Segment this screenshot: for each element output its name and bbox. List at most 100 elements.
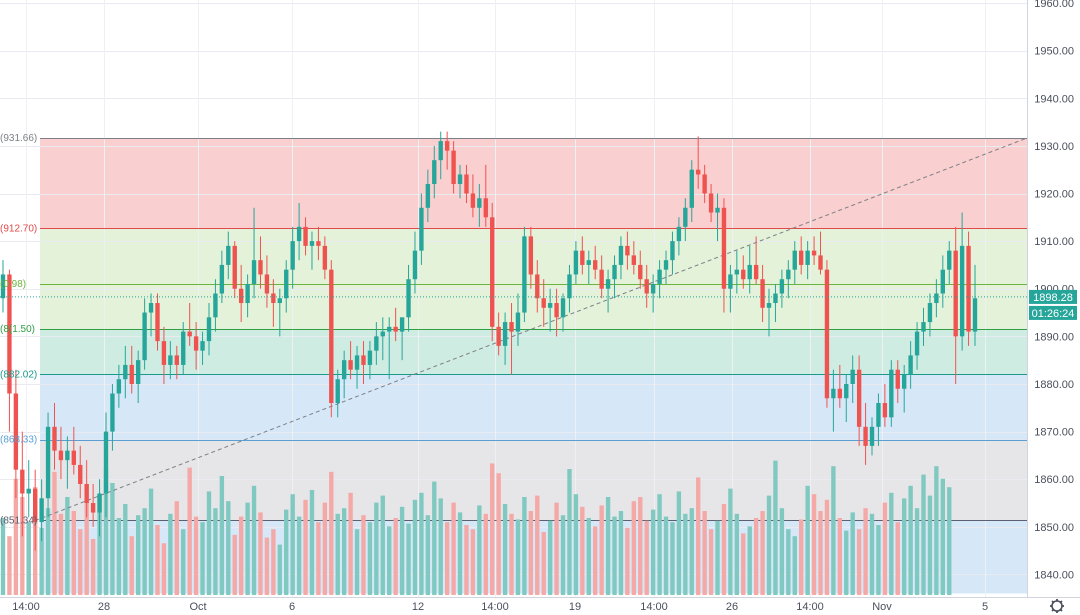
candle-body xyxy=(451,150,456,184)
candle xyxy=(908,341,913,389)
volume-bar xyxy=(219,476,225,595)
candle-body xyxy=(26,488,31,494)
candle-body xyxy=(329,269,334,404)
volume-bar xyxy=(464,525,469,595)
candle xyxy=(799,236,804,275)
candle xyxy=(502,312,508,365)
candle xyxy=(123,345,128,399)
candle-body xyxy=(277,298,282,304)
candle-body xyxy=(290,241,295,270)
fib-level-label: (8(1.50) xyxy=(0,324,35,335)
volume-bar xyxy=(895,522,900,595)
volume-bar xyxy=(908,485,913,595)
volume-bar xyxy=(792,536,797,595)
volume-bar xyxy=(13,478,19,595)
candle xyxy=(219,250,225,304)
candle-body xyxy=(483,198,488,218)
volume-bar xyxy=(670,522,675,595)
candle-body xyxy=(605,279,611,289)
candle xyxy=(644,264,649,308)
x-tick-label: 14:00 xyxy=(12,601,40,613)
candle-body xyxy=(232,245,237,289)
candle xyxy=(766,288,772,337)
volume-bar xyxy=(251,485,257,595)
volume-bar xyxy=(554,502,559,595)
volume-bar xyxy=(135,515,141,595)
candle xyxy=(876,393,881,446)
candle-body xyxy=(560,298,566,318)
x-tick-label: 5 xyxy=(982,601,988,613)
candle-body xyxy=(721,207,727,289)
candle-body xyxy=(818,255,823,270)
candle xyxy=(818,231,823,275)
volume-bar xyxy=(502,504,508,595)
candle-body xyxy=(824,269,830,399)
volume-bar xyxy=(580,506,585,595)
candle-body xyxy=(58,450,64,461)
candle xyxy=(940,255,946,308)
candle xyxy=(39,479,44,542)
candle xyxy=(425,169,431,223)
candle xyxy=(200,331,205,365)
gear-tooth xyxy=(1059,608,1063,612)
volume-bar xyxy=(605,497,611,595)
trend-line-group xyxy=(34,137,1028,522)
candle xyxy=(902,364,907,413)
fib-level-label: (912.70) xyxy=(0,223,37,234)
volume-bar xyxy=(650,509,656,595)
candle xyxy=(889,360,894,427)
candle-body xyxy=(586,260,591,265)
candle xyxy=(638,250,643,289)
candle-body xyxy=(889,369,894,418)
volume-bar xyxy=(934,466,939,595)
candle xyxy=(296,203,302,261)
volume-bar xyxy=(438,498,443,595)
candle-body xyxy=(65,450,70,461)
fib-zone-1 xyxy=(40,228,1027,330)
gear-tooth xyxy=(1051,600,1055,604)
candle-body xyxy=(322,245,328,270)
volume-bar xyxy=(226,501,231,595)
candle xyxy=(168,341,173,380)
candle-body xyxy=(161,341,167,365)
candle xyxy=(52,403,57,470)
candle-body xyxy=(380,331,385,337)
candle xyxy=(380,317,385,361)
candle-body xyxy=(934,293,939,304)
volume-bar xyxy=(657,494,662,595)
candle-body xyxy=(728,274,733,289)
volume-bar xyxy=(277,544,282,595)
y-tick-label: 1890.00 xyxy=(1034,331,1074,343)
volume-bar xyxy=(335,513,340,595)
candle-body xyxy=(599,269,604,289)
volume-bar xyxy=(844,530,849,595)
candle-body xyxy=(535,274,540,299)
volume-bar xyxy=(734,513,740,595)
candle xyxy=(837,364,843,408)
volume-bar xyxy=(322,502,328,595)
volume-bar xyxy=(876,525,881,595)
candle-body xyxy=(425,183,431,208)
candle xyxy=(586,250,591,284)
candle xyxy=(734,250,740,294)
candle-body xyxy=(799,250,804,265)
candle xyxy=(670,231,675,275)
candle xyxy=(354,345,360,389)
settings-button[interactable] xyxy=(1050,599,1064,613)
candle xyxy=(13,369,19,499)
volume-bar xyxy=(625,527,630,595)
candle-body xyxy=(13,393,19,470)
candle xyxy=(927,293,933,337)
volume-bar xyxy=(123,504,128,595)
candle xyxy=(232,241,237,299)
candle xyxy=(773,283,778,323)
fib-zone-0 xyxy=(40,137,1027,229)
candle-body xyxy=(696,169,701,175)
candle-body xyxy=(747,264,752,280)
candle-body xyxy=(374,336,379,351)
volume-bar xyxy=(7,536,12,595)
volume-bar xyxy=(869,513,875,595)
volume-bar xyxy=(805,485,810,595)
